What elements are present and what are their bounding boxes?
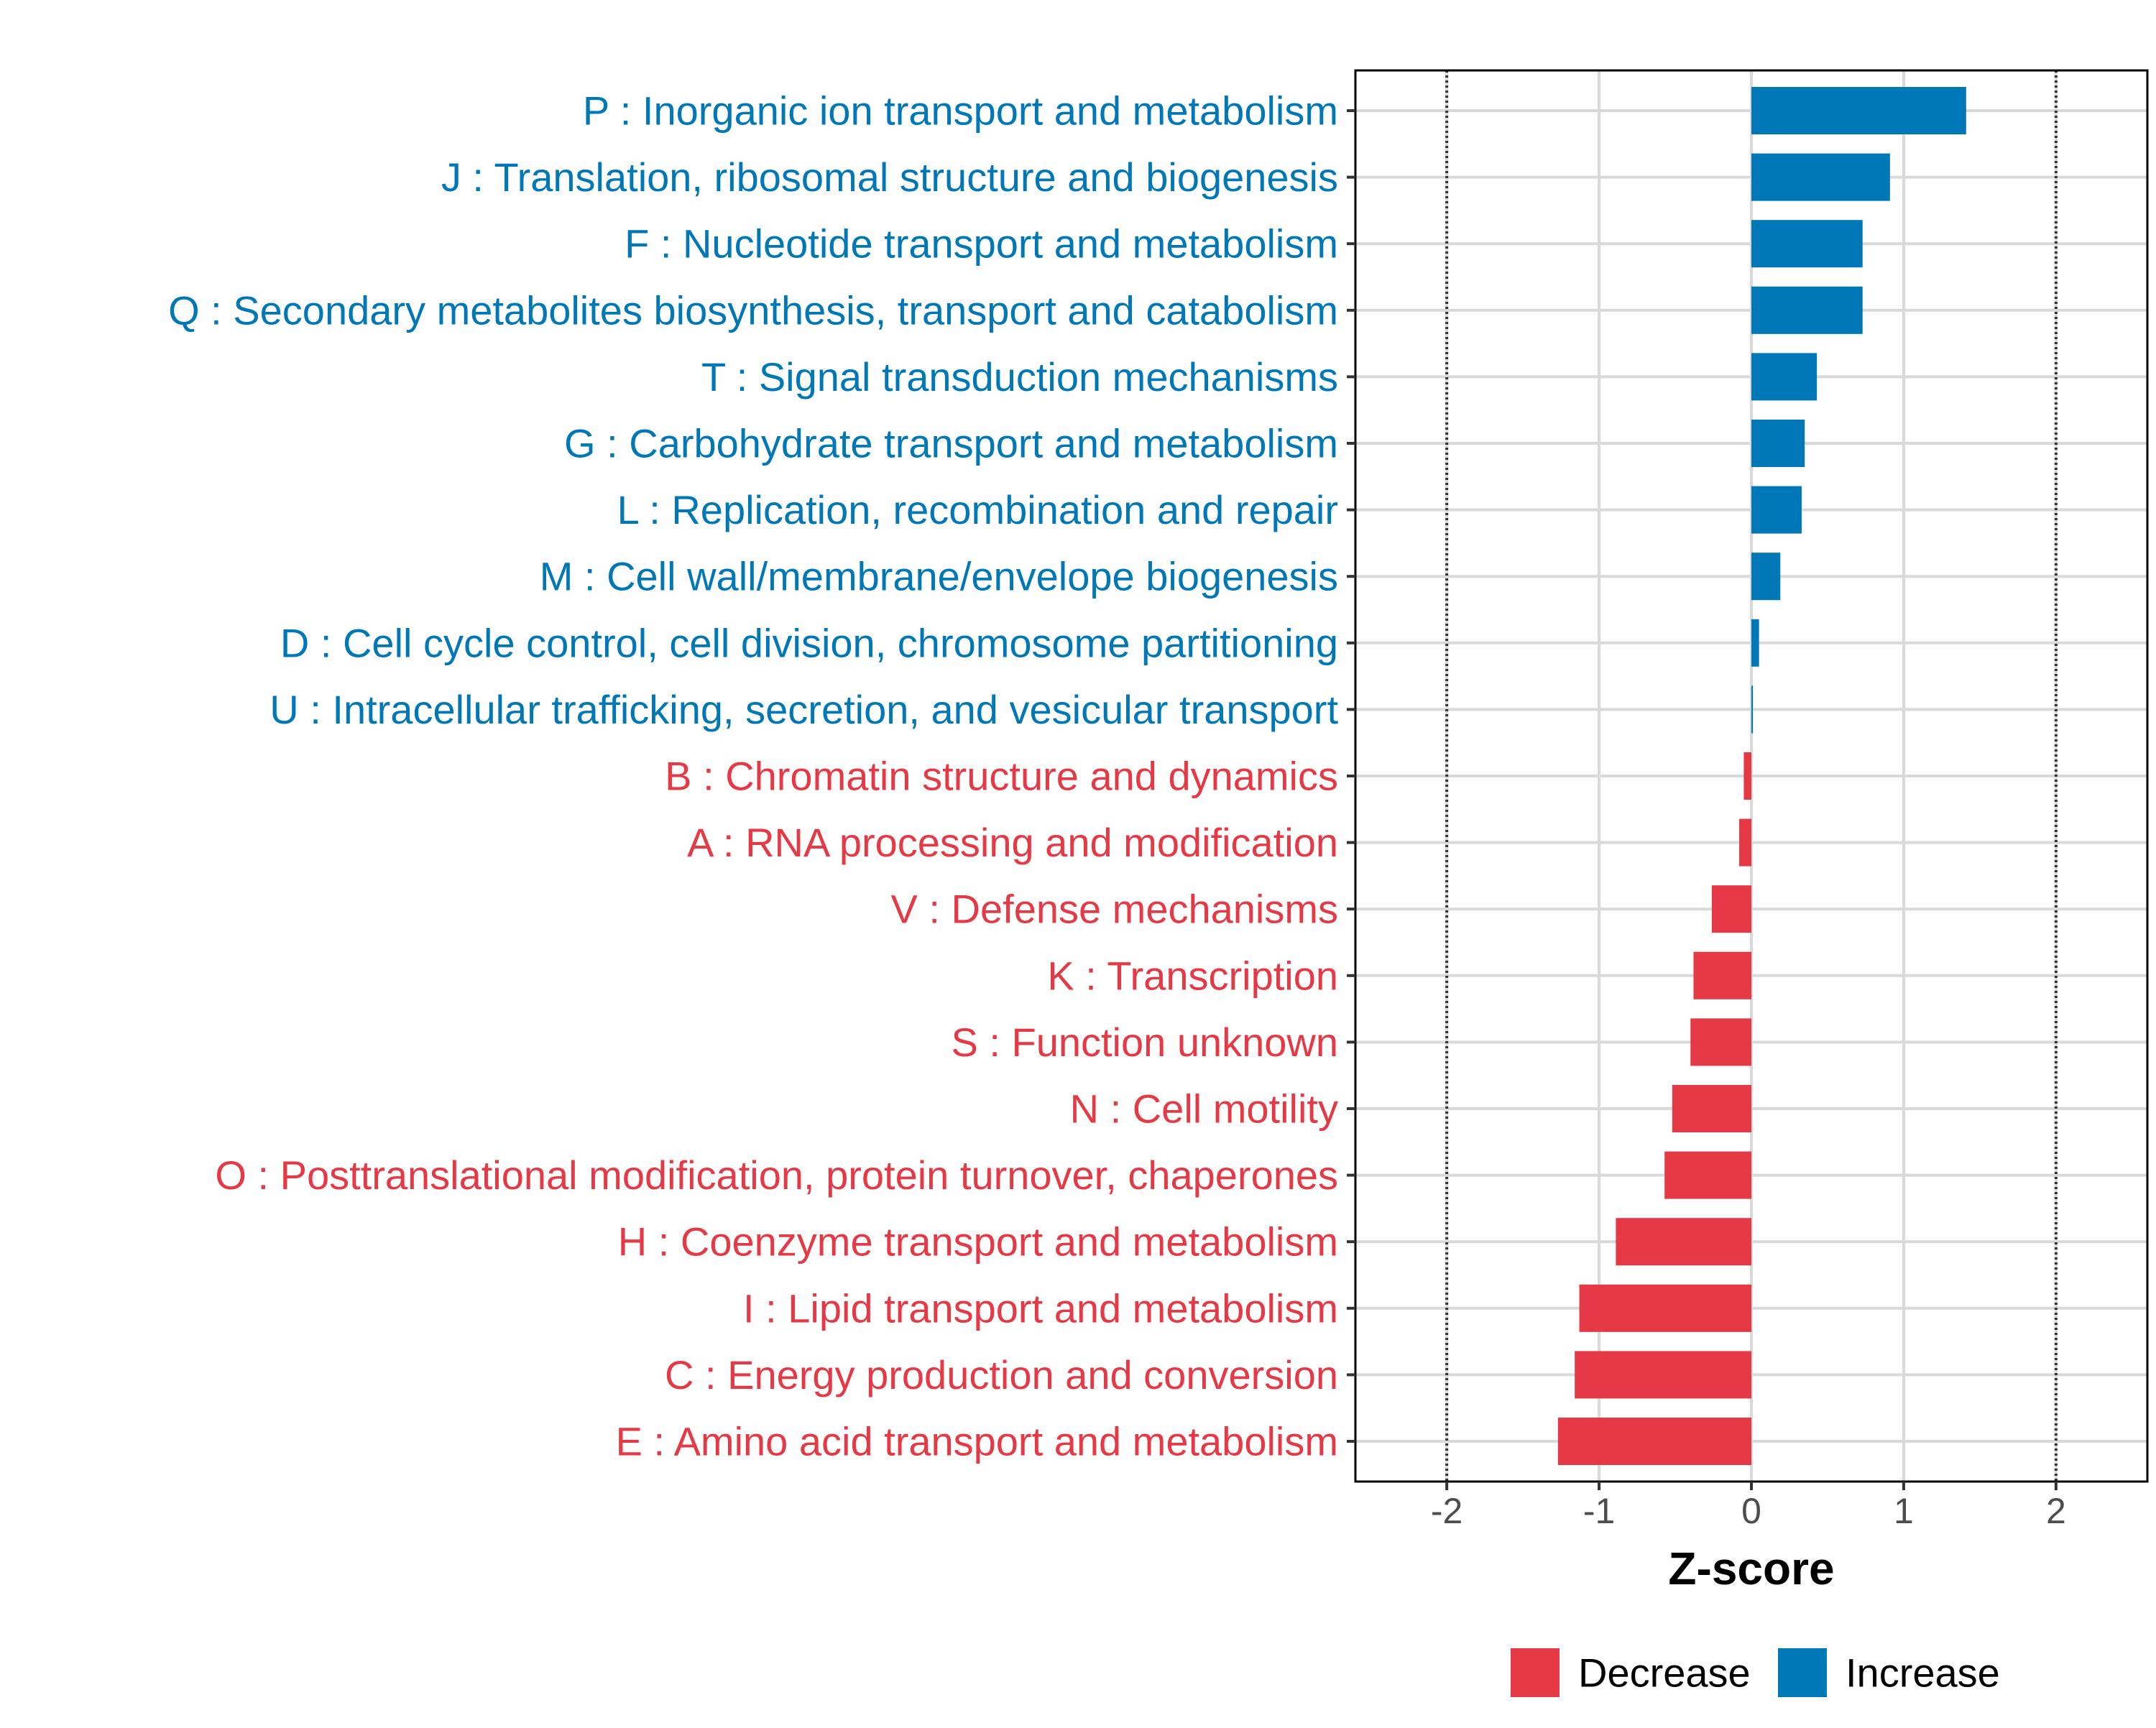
bar xyxy=(1693,951,1751,999)
bar xyxy=(1739,818,1751,867)
bar xyxy=(1743,752,1751,800)
bar xyxy=(1751,553,1781,601)
category-label: D : Cell cycle control, cell division, c… xyxy=(280,620,1338,665)
category-label: C : Energy production and conversion xyxy=(665,1352,1338,1397)
bar xyxy=(1664,1151,1751,1199)
bar xyxy=(1751,685,1754,734)
category-label: I : Lipid transport and metabolism xyxy=(743,1285,1338,1331)
category-label: N : Cell motility xyxy=(1070,1086,1338,1132)
category-label: E : Amino acid transport and metabolism xyxy=(616,1419,1338,1464)
x-tick-label: -1 xyxy=(1583,1491,1615,1531)
category-label: H : Coenzyme transport and metabolism xyxy=(618,1219,1338,1265)
bar xyxy=(1751,286,1863,334)
bar xyxy=(1672,1085,1751,1132)
bar xyxy=(1751,486,1802,534)
bar xyxy=(1751,353,1818,401)
category-label: S : Function unknown xyxy=(951,1020,1338,1065)
category-label: B : Chromatin structure and dynamics xyxy=(665,754,1338,799)
bar xyxy=(1690,1018,1751,1066)
category-label: O : Posttranslational modification, prot… xyxy=(215,1152,1338,1198)
category-label: P : Inorganic ion transport and metaboli… xyxy=(583,88,1338,134)
bar xyxy=(1557,1418,1751,1465)
bar xyxy=(1579,1284,1751,1332)
x-tick-label: 1 xyxy=(1894,1491,1914,1531)
x-axis-layer: -2 -1 0 1 2 xyxy=(1431,1482,2066,1531)
bar xyxy=(1751,153,1890,201)
category-label: F : Nucleotide transport and metabolism xyxy=(625,221,1338,267)
category-labels-layer: P : Inorganic ion transport and metaboli… xyxy=(168,88,1355,1464)
bar xyxy=(1616,1218,1751,1266)
legend-swatch xyxy=(1778,1648,1827,1697)
x-axis-title: Z-score xyxy=(1668,1543,1834,1594)
category-label: J : Translation, ribosomal structure and… xyxy=(441,154,1338,200)
category-label: Q : Secondary metabolites biosynthesis, … xyxy=(168,287,1338,333)
x-tick-label: 0 xyxy=(1741,1491,1761,1531)
x-tick-label: 2 xyxy=(2046,1491,2066,1531)
legend-label: Increase xyxy=(1846,1650,2000,1696)
category-label: U : Intracellular trafficking, secretion… xyxy=(270,687,1338,732)
bar xyxy=(1751,619,1759,667)
bar xyxy=(1751,420,1805,467)
category-label: G : Carbohydrate transport and metabolis… xyxy=(564,421,1338,466)
category-label: M : Cell wall/membrane/envelope biogenes… xyxy=(540,554,1338,599)
legend-swatch xyxy=(1511,1648,1560,1697)
bar xyxy=(1575,1351,1751,1399)
category-label: L : Replication, recombination and repai… xyxy=(617,487,1338,532)
category-label: V : Defense mechanisms xyxy=(891,887,1338,932)
bars-layer xyxy=(1557,87,1966,1465)
category-label: T : Signal transduction mechanisms xyxy=(701,354,1338,399)
reference-lines-layer xyxy=(1445,70,2058,1482)
category-label: K : Transcription xyxy=(1047,953,1338,998)
legend-label: Decrease xyxy=(1578,1650,1751,1696)
bar xyxy=(1751,87,1966,134)
category-label: A : RNA processing and modification xyxy=(687,820,1338,865)
legend: Decrease Increase xyxy=(1511,1648,2000,1697)
bar xyxy=(1711,885,1751,933)
x-tick-label: -2 xyxy=(1431,1491,1462,1531)
bar xyxy=(1751,220,1863,268)
